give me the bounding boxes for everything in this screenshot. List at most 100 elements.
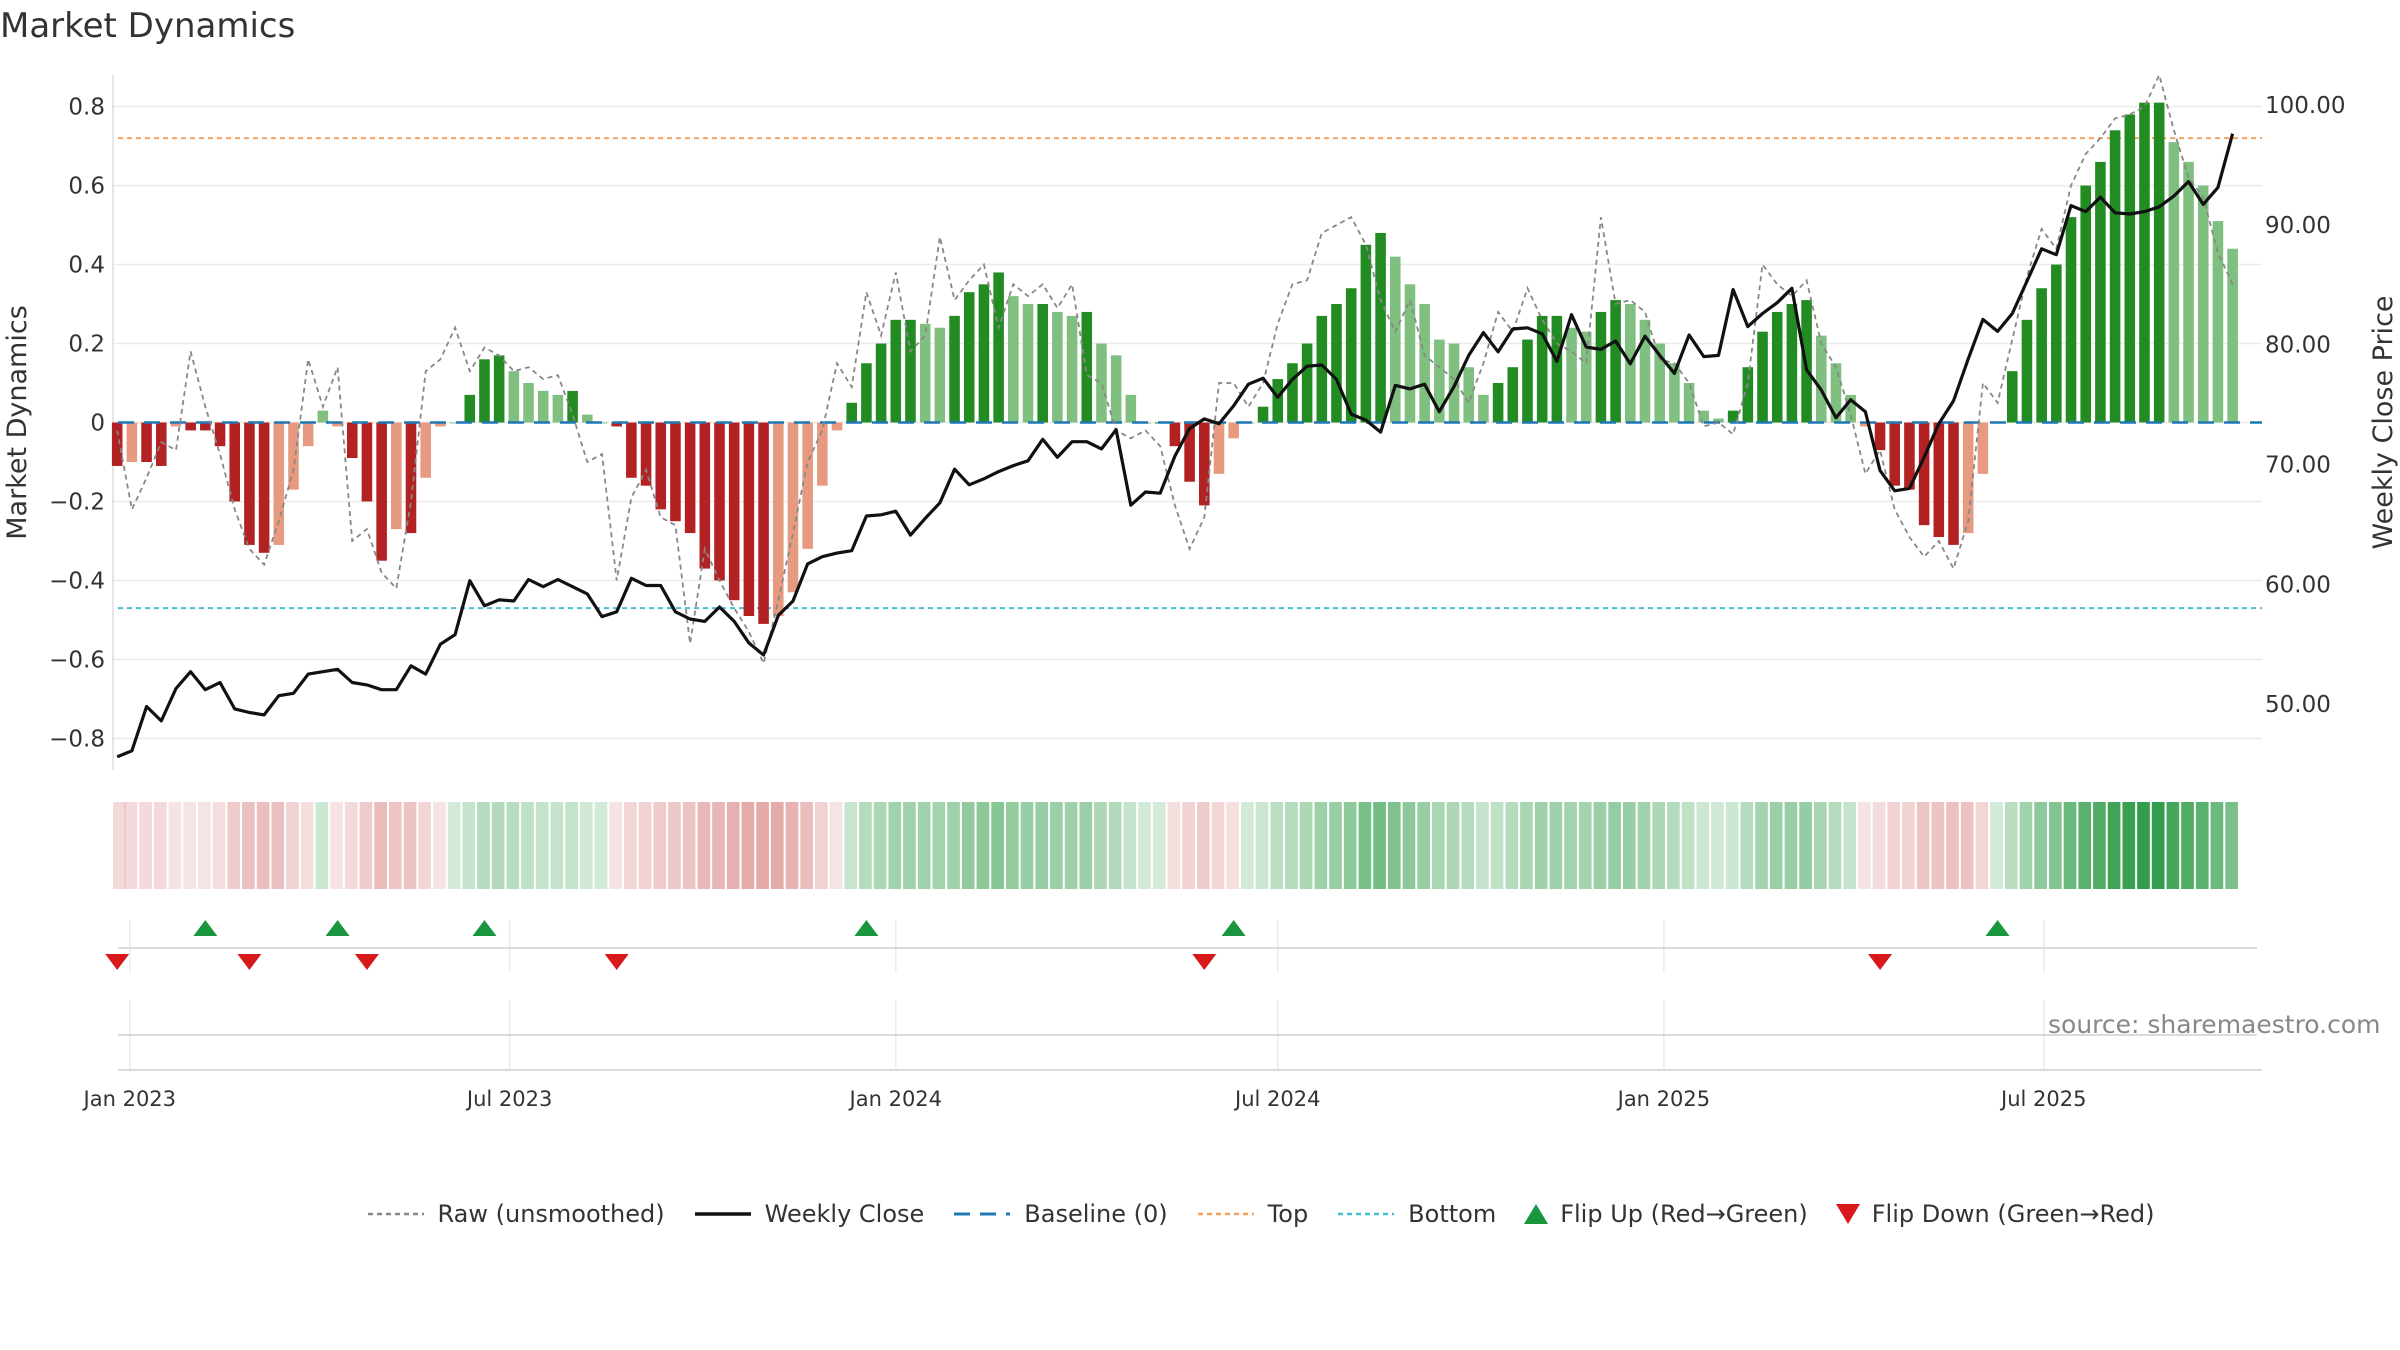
bar (185, 422, 196, 431)
bar (802, 422, 813, 549)
heat-strip-cell (814, 802, 828, 889)
heat-strip-cell (139, 802, 152, 889)
flip-up-marker (193, 920, 218, 936)
heat-strip-cell (2078, 802, 2092, 889)
heat-strip-cell (594, 802, 608, 889)
heat-strip-cell (242, 802, 255, 889)
bar (1845, 394, 1856, 423)
heat-strip-cell (1711, 802, 1724, 889)
bar (1404, 284, 1416, 423)
bar (1874, 422, 1886, 451)
bar (2006, 371, 2018, 423)
heat-strip-cell (1255, 802, 1269, 889)
bar (1066, 315, 1078, 423)
heat-strip-cell (388, 802, 402, 889)
bar (332, 422, 343, 427)
y-tick-label: −0.2 (49, 489, 105, 515)
heat-strip-cell (1005, 802, 1019, 889)
heat-strip-cell (1152, 802, 1166, 889)
heat-strip-cell (153, 802, 167, 889)
bar (582, 414, 593, 423)
heat-strip-cell (903, 802, 916, 889)
bar (2095, 161, 2106, 423)
y-tick-label: 0.6 (68, 174, 105, 200)
heat-strip-cell (1402, 802, 1416, 889)
heat-strip-cell (1138, 802, 1151, 889)
heat-strip-cell (741, 802, 755, 889)
heat-strip-cell (1622, 802, 1636, 889)
bar (1610, 300, 1621, 423)
heat-strip-cell (1329, 802, 1342, 889)
heat-strip-cell (1490, 802, 1504, 889)
legend-solid-line-icon (694, 1212, 751, 1216)
bar (875, 343, 887, 423)
bar (2109, 130, 2121, 423)
bar (1918, 422, 1930, 526)
bar (626, 422, 637, 478)
bar (2021, 319, 2033, 423)
x-tick-label: Jan 2023 (82, 1087, 177, 1111)
heat-strip-cell (535, 802, 549, 889)
bar (743, 422, 755, 616)
bar (1933, 422, 1945, 538)
bar (537, 390, 549, 423)
bar (1698, 410, 1710, 423)
bar (200, 422, 211, 431)
heat-strip-cell (1813, 802, 1827, 889)
bar (890, 319, 902, 423)
bar (141, 422, 152, 462)
heat-strip-cell (2019, 802, 2033, 889)
heat-strip-cell (1299, 802, 1313, 889)
bar (1786, 304, 1798, 423)
heat-strip-cell (506, 802, 520, 889)
heat-strip-cell (1461, 802, 1475, 889)
bar (728, 422, 740, 601)
heat-strip-cell (1578, 802, 1592, 889)
legend-label: Top (1267, 1200, 1309, 1228)
legend-item-raw: Raw (unsmoothed) (366, 1200, 665, 1228)
bar (1492, 383, 1504, 423)
bar (1830, 363, 1842, 423)
heat-strip-cell (2034, 802, 2047, 889)
heat-strip-cell (653, 802, 667, 889)
heat-strip-cell (124, 802, 138, 889)
heat-strip-cell (1020, 802, 1034, 889)
bar (1081, 311, 1093, 423)
legend-label: Raw (unsmoothed) (437, 1200, 665, 1228)
bar (1169, 422, 1181, 447)
heat-strip-cell (888, 802, 902, 889)
heat-strip-cell (712, 802, 725, 889)
bar (1551, 315, 1563, 423)
bar (1301, 343, 1313, 423)
heat-strip-cell (374, 802, 387, 889)
bar (861, 363, 872, 423)
bar (2212, 221, 2224, 423)
y-tick-label: 0.4 (68, 253, 105, 279)
x-tick-label: Jan 2025 (1616, 1087, 1711, 1111)
bar (1345, 288, 1357, 423)
heat-strip-cell (212, 802, 226, 889)
flip-down-marker (354, 954, 379, 970)
bar (229, 422, 241, 502)
heat-strip-cell (844, 802, 858, 889)
bar (1287, 363, 1298, 423)
heat-strip-cell (756, 802, 769, 889)
bar (1948, 422, 1959, 545)
heat-strip-cell (491, 802, 505, 889)
bar (787, 422, 799, 593)
heat-strip-cell (1637, 802, 1651, 889)
bar (640, 422, 652, 486)
bar (1419, 304, 1430, 423)
y2-tick-label: 90.00 (2265, 213, 2331, 239)
bar (1507, 367, 1519, 423)
heat-strip-cell (2004, 802, 2018, 889)
bar (420, 422, 431, 478)
bar (1522, 339, 1533, 423)
heat-strip-cell (1270, 802, 1284, 889)
heat-strip-cell (477, 802, 490, 889)
bar (523, 383, 534, 423)
heat-strip-cell (697, 802, 711, 889)
bar (1110, 355, 1122, 423)
heat-strip-cell (550, 802, 564, 889)
heat-strip-cell (976, 802, 990, 889)
